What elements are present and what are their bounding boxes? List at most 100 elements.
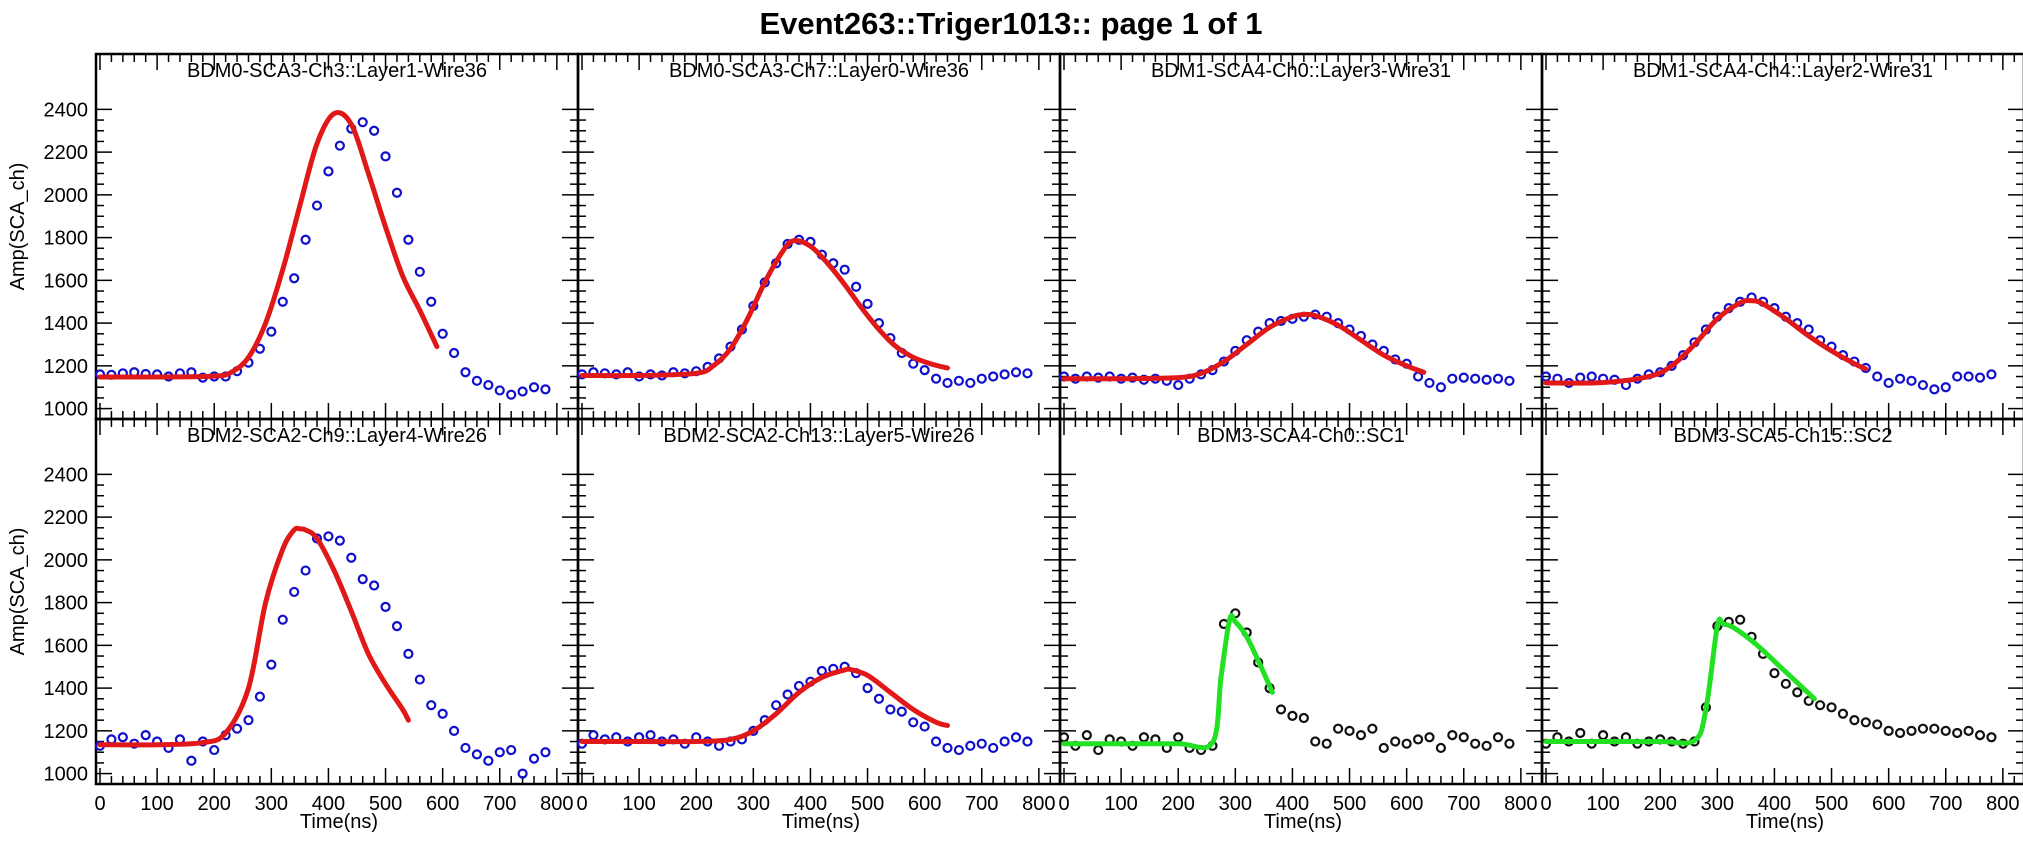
data-point (1173, 379, 1184, 391)
data-point (1081, 730, 1092, 741)
data-point (1424, 732, 1435, 743)
data-point (1022, 368, 1033, 379)
data-point (1837, 708, 1849, 719)
x-tick-label: 100 (140, 793, 173, 815)
x-tick-label: 400 (312, 793, 345, 815)
data-point (1173, 732, 1184, 743)
data-point (540, 384, 551, 395)
data-point (334, 140, 345, 151)
x-axis-label: Time(ns) (300, 811, 378, 833)
data-point (1138, 732, 1150, 743)
x-tick-label: 600 (908, 793, 941, 815)
fit-curve (97, 525, 411, 748)
data-point (1010, 367, 1022, 378)
panel-frame (1058, 417, 1544, 786)
data-point (334, 535, 345, 546)
data-point (965, 740, 976, 751)
data-point (1917, 723, 1929, 734)
data-point (186, 755, 197, 766)
x-tick-label: 300 (1219, 793, 1252, 815)
data-point (988, 371, 999, 382)
data-point (483, 379, 494, 391)
data-point (494, 385, 505, 396)
data-point (1333, 723, 1344, 734)
y-tick-label: 1600 (44, 270, 89, 292)
data-point (919, 721, 930, 732)
data-point (1492, 373, 1504, 384)
x-tick-label: 0 (576, 793, 587, 815)
panel-title: BDM2-SCA2-Ch9::Layer4-Wire26 (187, 425, 487, 447)
data-point (346, 552, 357, 563)
data-point (1010, 732, 1022, 743)
data-point (1894, 373, 1906, 384)
data-point (471, 749, 483, 760)
data-point (460, 367, 471, 378)
data-point (1344, 725, 1355, 736)
x-tick-label: 300 (737, 793, 770, 815)
data-point (506, 744, 517, 756)
data-point (1769, 668, 1780, 679)
data-point (289, 586, 300, 598)
data-point (357, 117, 368, 128)
panel-frame (1540, 417, 2023, 786)
data-point (277, 614, 288, 625)
data-point (506, 389, 517, 400)
data-point (1952, 371, 1963, 382)
data-point (999, 369, 1010, 380)
data-point (528, 753, 540, 764)
panel-frame (94, 52, 580, 421)
data-point (437, 328, 448, 339)
y-tick-label: 1200 (44, 721, 89, 743)
data-point (953, 375, 965, 386)
y-tick-label: 2000 (44, 550, 89, 572)
data-point (1367, 723, 1378, 734)
panels-group: BDM0-SCA3-Ch3::Layer1-Wire36100012001400… (7, 52, 2023, 833)
data-point (1963, 725, 1974, 736)
x-tick-label: 200 (198, 793, 231, 815)
data-point (369, 580, 380, 591)
x-tick-label: 300 (1701, 793, 1734, 815)
x-tick-label: 400 (794, 793, 827, 815)
data-point (483, 755, 494, 766)
data-point (1906, 725, 1917, 736)
x-tick-label: 500 (1815, 793, 1848, 815)
fit-curve (1061, 311, 1427, 382)
data-point (1492, 732, 1504, 743)
data-point (266, 659, 277, 670)
data-point (1860, 717, 1871, 728)
data-point (1275, 704, 1287, 715)
data-point (357, 573, 368, 585)
data-point (1435, 742, 1447, 754)
x-tick-label: 500 (369, 793, 402, 815)
y-tick-label: 1200 (44, 356, 89, 378)
panel-2: BDM0-SCA3-Ch7::Layer0-Wire36 (576, 52, 1062, 421)
panel-frame (94, 417, 580, 786)
data-point (1598, 730, 1609, 741)
data-point (1780, 678, 1791, 689)
data-point (1321, 738, 1332, 749)
panel-title: BDM0-SCA3-Ch7::Layer0-Wire36 (669, 60, 969, 82)
data-point (873, 693, 885, 704)
data-point (1504, 738, 1515, 749)
y-axis-label: Amp(SCA_ch) (7, 528, 29, 656)
data-point (942, 377, 953, 389)
panel-4: BDM1-SCA4-Ch4::Layer2-Wire31 (1540, 52, 2023, 421)
y-tick-label: 2200 (44, 507, 89, 529)
y-tick-label: 1600 (44, 635, 89, 657)
data-point (1022, 736, 1033, 747)
data-point (494, 747, 505, 758)
x-tick-label: 400 (1276, 793, 1309, 815)
data-point (414, 266, 425, 277)
data-point (908, 717, 919, 728)
x-tick-label: 500 (1333, 793, 1366, 815)
data-point (588, 730, 599, 741)
data-point (862, 682, 873, 694)
data-point (1586, 371, 1597, 382)
y-tick-label: 1000 (44, 399, 89, 421)
x-tick-label: 0 (94, 793, 105, 815)
data-point (117, 732, 128, 743)
data-point (839, 264, 850, 275)
data-point (1872, 371, 1883, 382)
